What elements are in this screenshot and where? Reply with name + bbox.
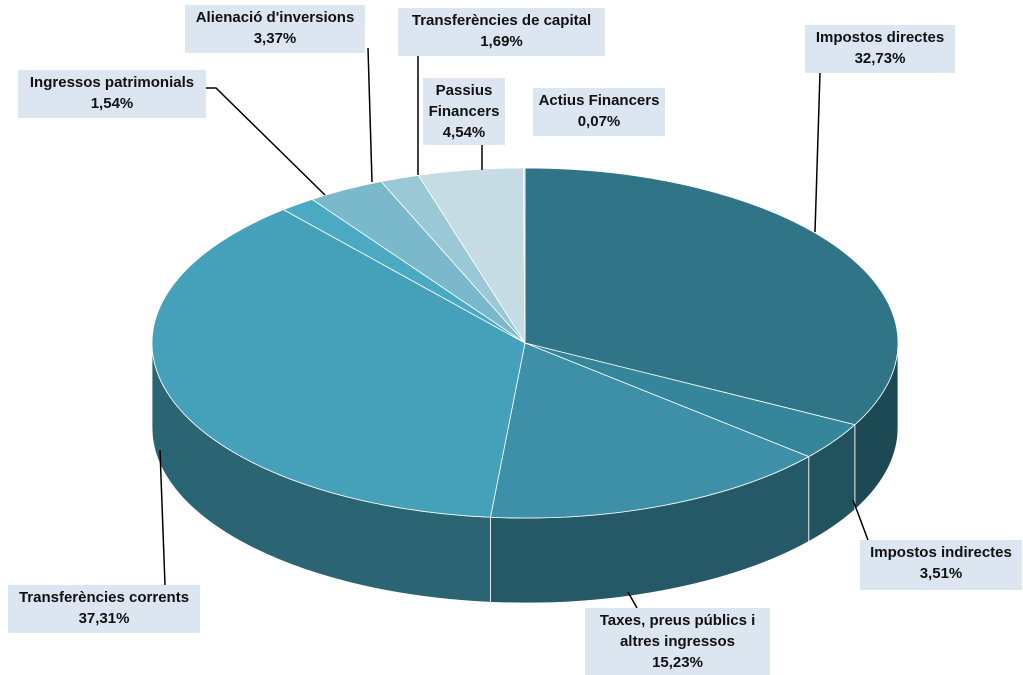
label-value: 3,51% [919,565,963,582]
label-value: 1,54% [90,95,134,112]
label-name: Impostos indirectes [870,544,1012,561]
slice [522,167,526,344]
leader-line [852,499,869,541]
label-value: 32,73% [854,50,906,67]
data-label: Transferències corrents 37,31% [8,585,200,633]
label-value: 3,37% [253,30,297,47]
label-value: 4,54% [442,124,486,141]
slice [151,209,526,518]
slice [489,342,810,519]
label-name: Passius Financers [428,82,500,120]
label-name: Impostos directes [815,29,945,46]
leader-line [814,72,821,233]
data-label: Passius Financers 4,54% [423,78,505,145]
data-label: Impostos directes 32,73% [805,25,955,73]
leader-line [367,47,373,183]
data-label: Transferències de capital 1,69% [398,8,605,56]
data-label: Ingressos patrimonials 1,54% [18,70,206,118]
data-label: Actius Financers 0,07% [533,88,665,136]
data-label: Alienació d'inversions 3,37% [185,5,365,53]
leader-line [627,591,638,609]
label-name: Alienació d'inversions [195,9,355,26]
label-value: 0,07% [577,113,621,130]
label-value: 37,31% [78,610,130,627]
data-label: Impostos indirectes 3,51% [860,540,1022,590]
label-value: 1,69% [480,33,523,50]
label-name: Transferències corrents [18,589,190,606]
leader-line [159,449,166,586]
label-value: 15,23% [652,654,703,671]
label-name: Transferències de capital [411,12,592,29]
label-name: Ingressos patrimonials [29,74,195,91]
slice [524,167,899,426]
label-name: Actius Financers [538,92,660,109]
data-label: Taxes, preus públics i altres ingressos 1… [585,608,770,675]
label-name: Taxes, preus públics i altres ingressos [599,612,756,650]
leader-line [206,87,326,196]
